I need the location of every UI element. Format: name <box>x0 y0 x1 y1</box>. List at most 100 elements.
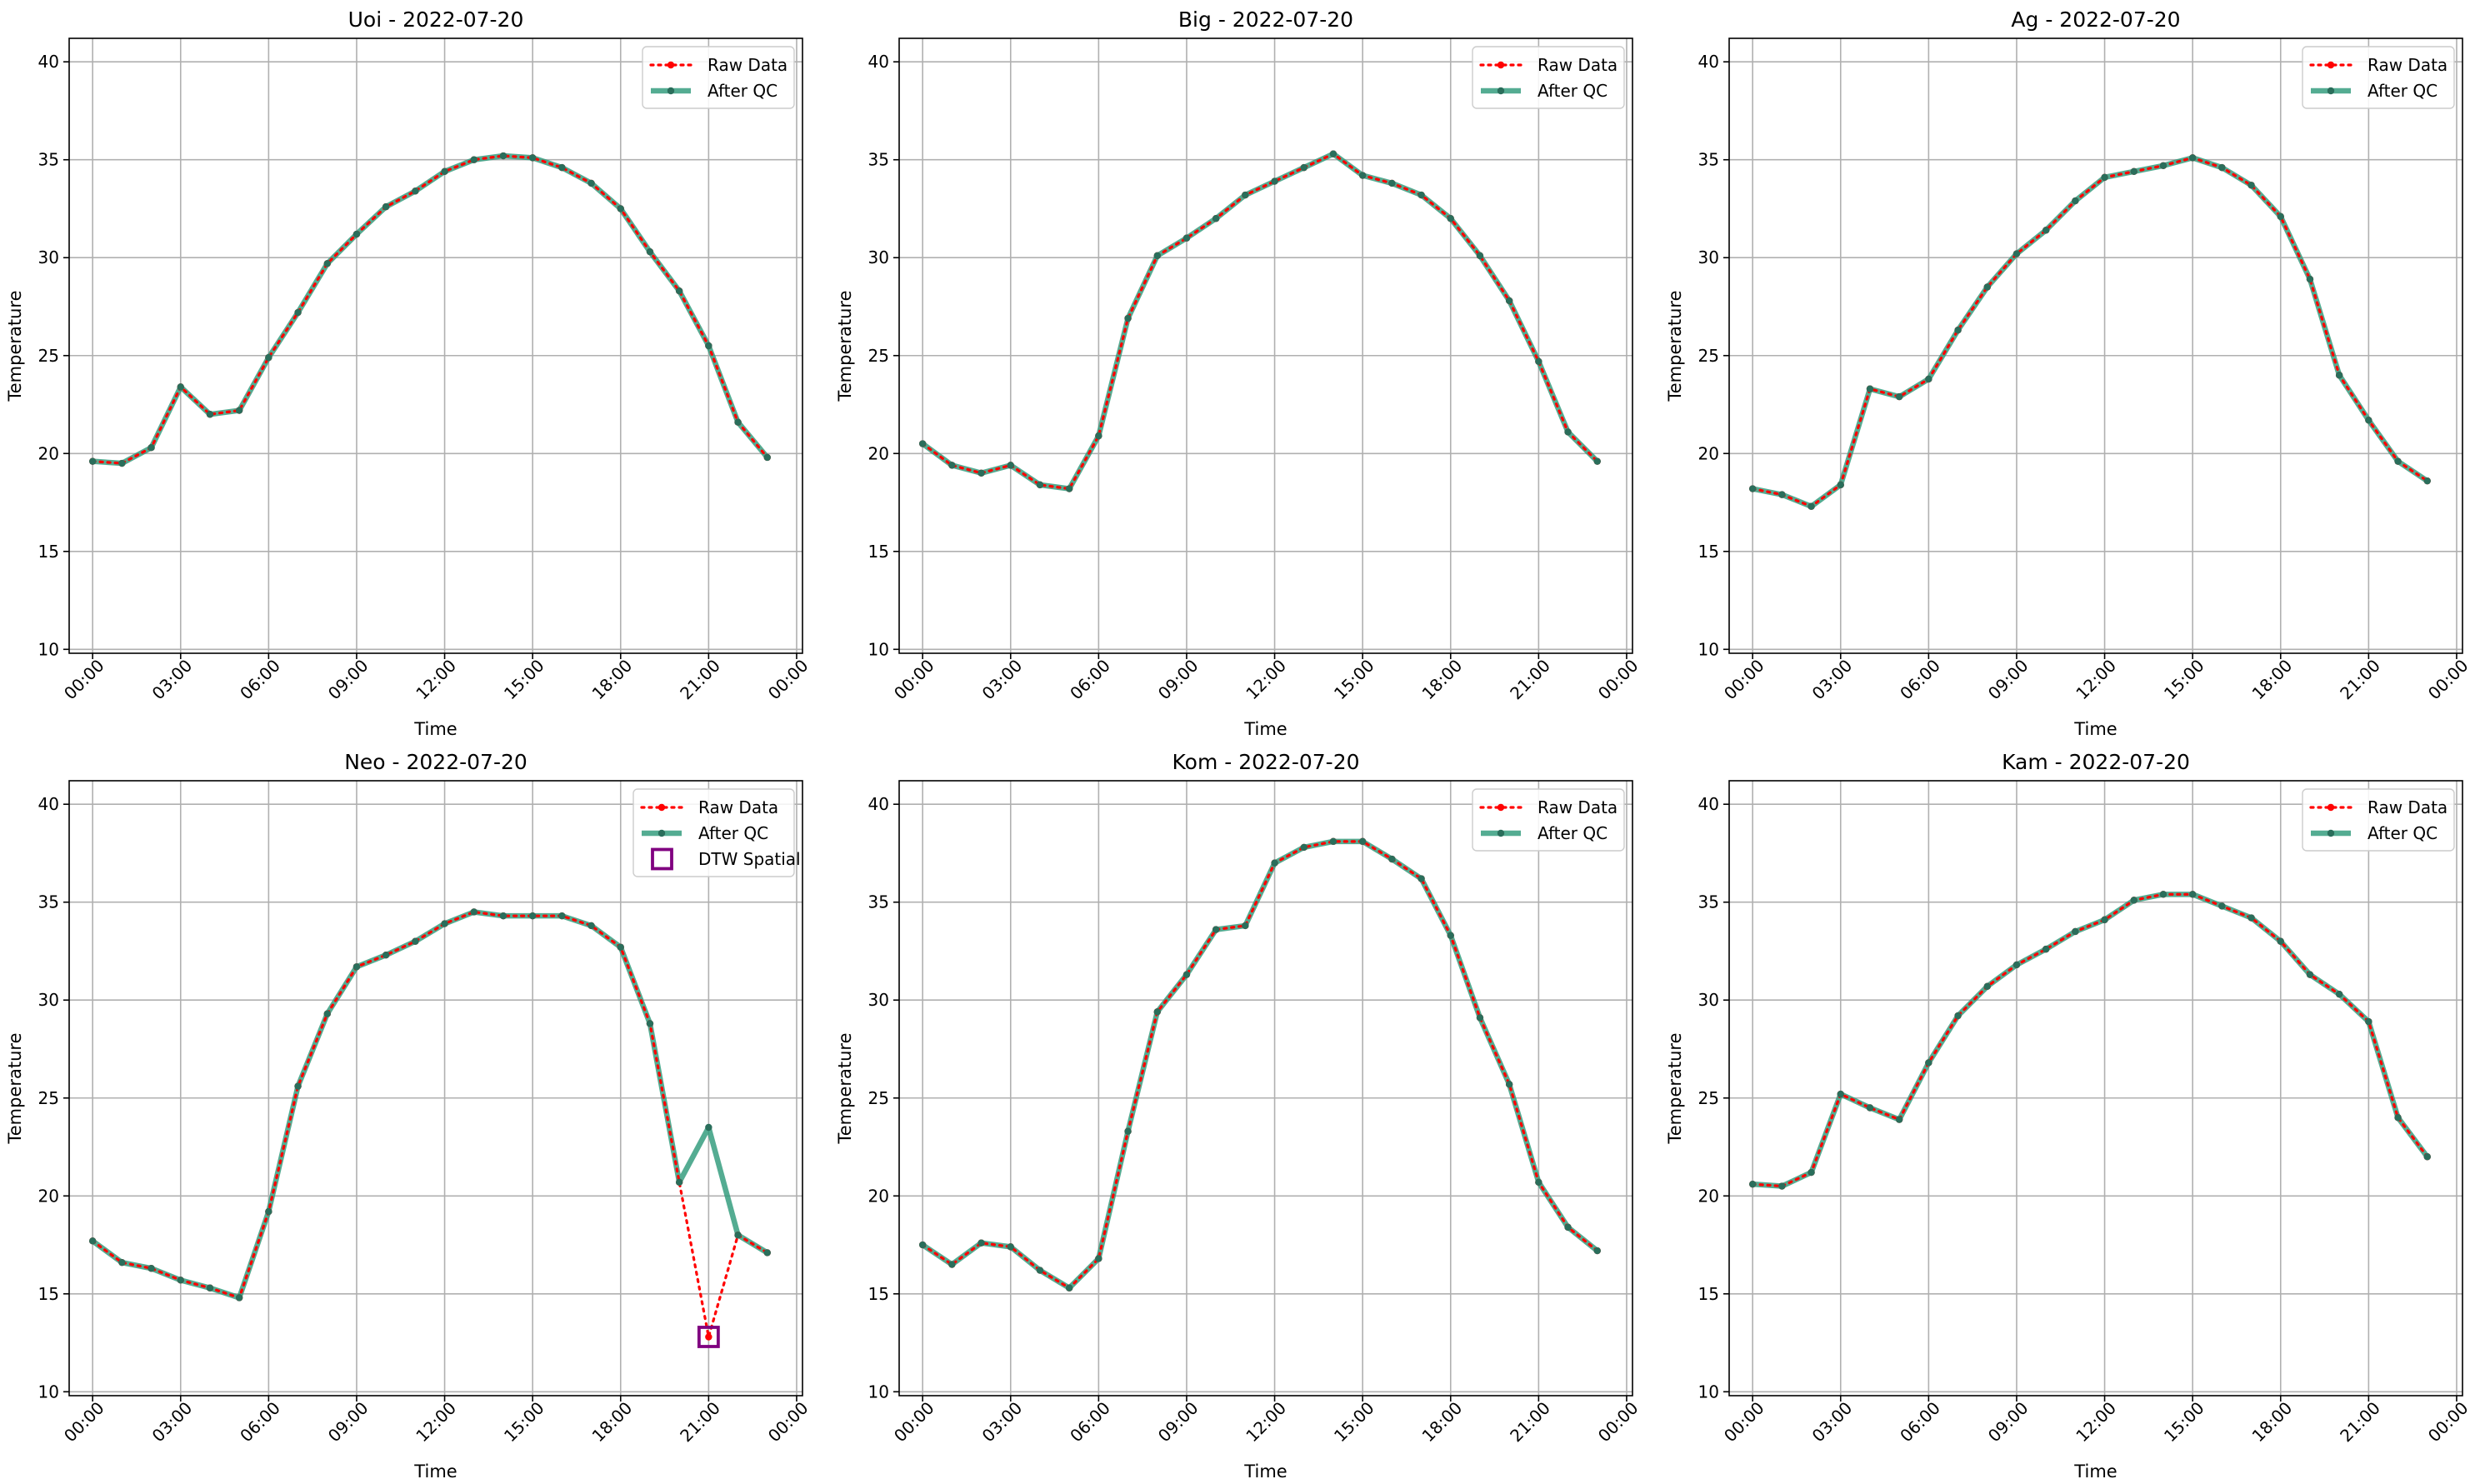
after-qc-point <box>2248 182 2255 189</box>
x-tick-label: 15:00 <box>1330 1398 1378 1447</box>
x-axis-label: Time <box>1243 719 1287 739</box>
legend-label: Raw Data <box>2368 797 2448 817</box>
x-tick-label: 12:00 <box>412 1398 460 1447</box>
after-qc-point <box>1748 485 1757 492</box>
after-qc-point <box>177 1277 184 1284</box>
y-tick-label: 15 <box>38 542 59 562</box>
y-tick-label: 35 <box>38 892 59 912</box>
x-tick-label: 12:00 <box>1242 1398 1290 1447</box>
series-after-qc-line <box>1749 892 2431 1189</box>
x-tick-label: 21:00 <box>2336 1398 2384 1447</box>
after-qc-point <box>1124 1127 1132 1135</box>
after-qc-point <box>148 444 155 452</box>
gridlines <box>69 38 802 653</box>
legend-label: After QC <box>1538 823 1608 843</box>
x-tick-label: 00:00 <box>890 1398 938 1447</box>
y-tick-label: 30 <box>38 247 59 267</box>
after-qc-point <box>1036 1267 1044 1274</box>
after-qc-point <box>118 1258 126 1267</box>
after-qc-point <box>1065 485 1073 492</box>
y-tick-label: 40 <box>868 52 889 72</box>
y-tick-label: 30 <box>1698 247 1719 267</box>
axes-frame <box>1728 37 2463 654</box>
y-tick-label: 10 <box>868 1382 889 1402</box>
after-qc-point <box>646 247 654 256</box>
x-tick-label: 15:00 <box>1330 656 1378 704</box>
after-qc-point <box>352 230 361 238</box>
chart-panel: 10 15 20 25 30 35 40 00:00 03:00 06:00 09:00 12:00 1… <box>1665 750 2472 1482</box>
legend: Raw Data After QC <box>2302 788 2455 852</box>
x-tick-label: 18:00 <box>1418 656 1467 704</box>
after-qc-point <box>1535 357 1542 366</box>
after-qc-point <box>148 1265 155 1272</box>
x-tick-label: 15:00 <box>500 656 548 704</box>
x-tick-label: 09:00 <box>1984 656 2032 704</box>
x-tick-label: 15:00 <box>500 1398 548 1447</box>
after-qc-point <box>1535 1178 1542 1187</box>
x-tick-label: 15:00 <box>2160 1398 2208 1447</box>
legend-label: Raw Data <box>1538 55 1618 75</box>
after-qc-point <box>2218 163 2226 172</box>
raw-data-point <box>705 1333 712 1341</box>
x-tick-label: 18:00 <box>588 656 637 704</box>
after-qc-point <box>470 908 478 916</box>
y-tick-label: 30 <box>868 247 889 267</box>
x-tick-label: 12:00 <box>2072 1398 2120 1447</box>
after-qc-point <box>763 453 771 462</box>
x-tick-label: 06:00 <box>1896 1398 1944 1447</box>
legend: Raw Data After QC <box>1472 46 1625 109</box>
gridlines <box>899 38 1632 653</box>
after-qc-point <box>1983 982 1991 990</box>
after-qc-point <box>1388 855 1396 863</box>
after-qc-point <box>352 963 361 971</box>
after-qc-point <box>1895 1116 1903 1123</box>
after-qc-point <box>1983 283 1991 291</box>
after-qc-point <box>118 459 126 467</box>
y-tick-label: 40 <box>1698 794 1719 814</box>
series-after-qc-line <box>89 152 771 467</box>
x-axis-label: Time <box>2073 1462 2117 1482</box>
x-tick-label: 21:00 <box>676 1398 724 1447</box>
x-tick-label: 18:00 <box>2248 1398 2297 1447</box>
legend-raw-data-marker <box>658 803 666 812</box>
after-qc-point <box>2101 173 2108 182</box>
chart-panel: 10 15 20 25 30 35 40 00:00 03:00 06:00 09:00 12:00 1… <box>1665 7 2472 739</box>
y-tick-label: 15 <box>38 1284 59 1304</box>
after-qc-point <box>1242 922 1249 930</box>
after-qc-point <box>1748 1180 1757 1188</box>
after-qc-point <box>88 1237 97 1245</box>
after-qc-point <box>1329 150 1338 157</box>
legend-box <box>632 788 795 877</box>
x-tick-label: 00:00 <box>764 1398 812 1447</box>
legend-after-qc-marker <box>2327 87 2335 95</box>
x-tick-label: 09:00 <box>1154 656 1202 704</box>
x-tick-label: 00:00 <box>60 1398 108 1447</box>
after-qc-point <box>918 440 927 447</box>
legend-raw-data-marker <box>667 61 675 69</box>
after-qc-point <box>675 287 683 295</box>
after-qc-point <box>499 152 508 160</box>
gridlines <box>1729 38 2462 653</box>
y-tick-label: 25 <box>868 346 889 366</box>
series-raw-data-line <box>1751 156 2429 508</box>
y-tick-label: 30 <box>868 990 889 1010</box>
after-qc-point <box>1447 215 1454 222</box>
series-raw-data-line <box>921 840 1599 1290</box>
after-qc-point <box>1476 252 1484 260</box>
x-tick-label: 09:00 <box>324 656 372 704</box>
x-tick-label: 00:00 <box>890 656 938 704</box>
x-tick-label: 00:00 <box>60 656 108 704</box>
after-qc-point <box>470 156 478 163</box>
x-tick-label: 00:00 <box>2424 1398 2472 1447</box>
after-qc-point <box>2423 477 2431 485</box>
legend: Raw Data After QC <box>642 46 795 109</box>
gridlines <box>1729 781 2462 1396</box>
after-qc-point <box>1036 481 1044 489</box>
after-qc-point <box>2277 212 2284 221</box>
x-tick-label: 09:00 <box>1154 1398 1202 1447</box>
legend-after-qc-marker <box>667 87 675 95</box>
after-qc-point <box>2394 1114 2402 1122</box>
series-raw-data-line <box>91 154 769 465</box>
legend: Raw Data After QC DTW Spatial <box>632 788 801 877</box>
